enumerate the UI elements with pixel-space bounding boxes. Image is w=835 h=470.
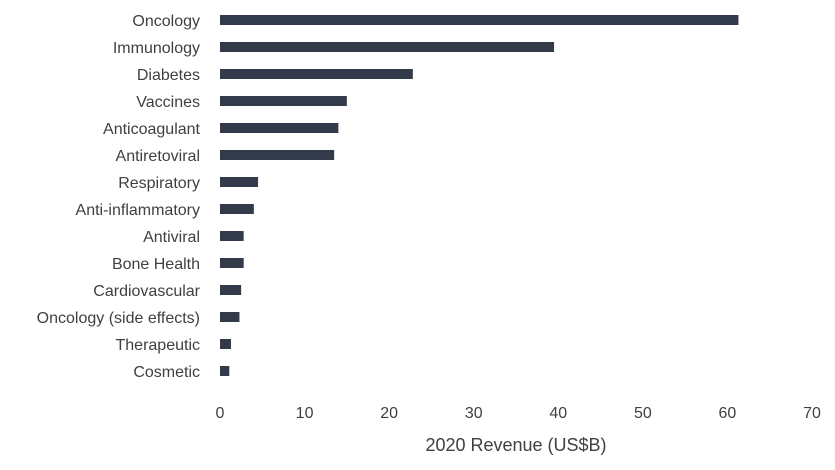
bar (220, 177, 259, 187)
bar (220, 69, 413, 79)
x-tick-label: 50 (634, 405, 652, 422)
x-tick-label: 0 (216, 405, 225, 422)
category-label: Oncology (side effects) (37, 310, 200, 327)
category-label: Anticoagulant (103, 121, 201, 138)
bar (220, 339, 231, 349)
x-tick-labels: 0 10 20 30 40 50 60 70 (216, 405, 821, 422)
bar (220, 366, 230, 376)
category-label: Antiviral (143, 229, 200, 246)
category-label: Bone Health (112, 256, 200, 273)
bar (220, 150, 335, 160)
bar (220, 231, 244, 241)
category-label: Immunology (113, 40, 200, 57)
category-label: Vaccines (136, 94, 200, 111)
category-label: Anti-inflammatory (76, 202, 200, 219)
category-label: Diabetes (137, 67, 200, 84)
bar (220, 312, 240, 322)
bar (220, 258, 244, 268)
x-axis-title: 2020 Revenue (US$B) (425, 435, 606, 455)
bar (220, 15, 739, 25)
bar (220, 96, 347, 106)
bar (220, 285, 242, 295)
x-tick-label: 40 (549, 405, 567, 422)
x-tick-label: 30 (465, 405, 483, 422)
x-tick-label: 20 (380, 405, 398, 422)
x-tick-label: 70 (803, 405, 821, 422)
category-labels: Oncology Immunology Diabetes Vaccines Antico… (37, 13, 201, 381)
bar (220, 204, 254, 214)
category-label: Cosmetic (133, 364, 200, 381)
category-label: Antiretoviral (116, 148, 200, 165)
bar (220, 42, 555, 52)
x-tick-label: 60 (719, 405, 737, 422)
x-tick-label: 10 (296, 405, 314, 422)
bars-group (220, 15, 739, 376)
category-label: Respiratory (118, 175, 200, 192)
category-label: Cardiovascular (93, 283, 200, 300)
bar (220, 123, 339, 133)
category-label: Therapeutic (116, 337, 201, 354)
category-label: Oncology (132, 13, 200, 30)
